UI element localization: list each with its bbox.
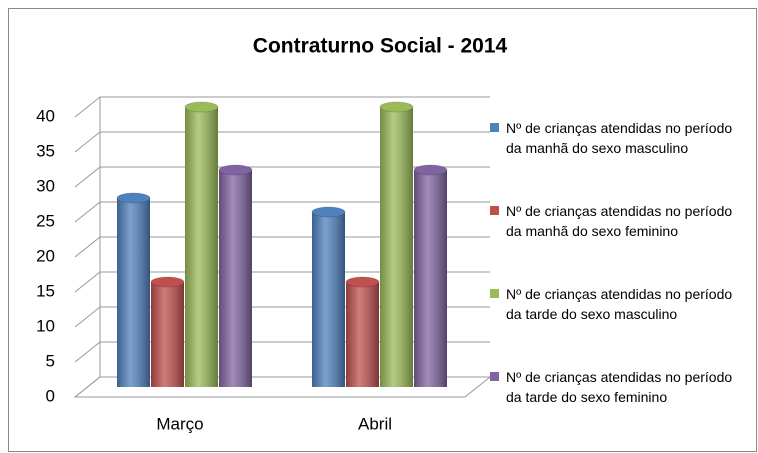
y-tick-label: 10 bbox=[36, 316, 55, 335]
bar-top bbox=[345, 276, 380, 288]
bar-shade bbox=[414, 170, 447, 387]
chart-border bbox=[8, 8, 757, 452]
bar-shade bbox=[151, 282, 184, 387]
y-tick-label: 30 bbox=[36, 176, 55, 195]
y-tick-label: 0 bbox=[46, 386, 55, 405]
legend-label: Nº de crianças atendidas no período da t… bbox=[506, 286, 733, 322]
legend: Nº de crianças atendidas no período da m… bbox=[490, 118, 740, 450]
grid-line bbox=[74, 96, 490, 118]
y-tick-label: 20 bbox=[36, 246, 55, 265]
legend-label: Nº de crianças atendidas no período da m… bbox=[506, 203, 733, 239]
bar-shade bbox=[346, 282, 379, 387]
x-tick-label: Abril bbox=[358, 414, 392, 433]
bar-shade bbox=[219, 170, 252, 387]
x-tick-label: Março bbox=[156, 414, 203, 433]
y-tick-label: 40 bbox=[36, 106, 55, 125]
legend-swatch bbox=[490, 289, 499, 298]
y-tick-label: 35 bbox=[36, 141, 55, 160]
bar-top bbox=[379, 101, 414, 113]
legend-swatch bbox=[490, 372, 499, 381]
bar-top bbox=[150, 276, 185, 288]
bar-top bbox=[116, 192, 151, 204]
legend-entry: Nº de crianças atendidas no período da t… bbox=[490, 367, 740, 450]
legend-entry: Nº de crianças atendidas no período da m… bbox=[490, 118, 740, 201]
y-tick-label: 25 bbox=[36, 211, 55, 230]
grid-line bbox=[74, 131, 490, 153]
y-tick-label: 5 bbox=[46, 351, 55, 370]
bar-top bbox=[218, 164, 253, 176]
legend-swatch bbox=[490, 123, 499, 132]
bar-shade bbox=[185, 107, 218, 387]
legend-entry: Nº de crianças atendidas no período da t… bbox=[490, 284, 740, 367]
bar-shade bbox=[380, 107, 413, 387]
bar-shade bbox=[117, 198, 150, 387]
y-tick-label: 15 bbox=[36, 281, 55, 300]
bar-shade bbox=[312, 212, 345, 387]
bar-top bbox=[413, 164, 448, 176]
bar-top bbox=[311, 206, 346, 218]
legend-entry: Nº de crianças atendidas no período da m… bbox=[490, 201, 740, 284]
chart-title: Contraturno Social - 2014 bbox=[253, 35, 508, 58]
legend-label: Nº de crianças atendidas no período da t… bbox=[506, 369, 733, 405]
legend-label: Nº de crianças atendidas no período da m… bbox=[506, 120, 733, 156]
bar-top bbox=[184, 101, 219, 113]
legend-swatch bbox=[490, 206, 499, 215]
